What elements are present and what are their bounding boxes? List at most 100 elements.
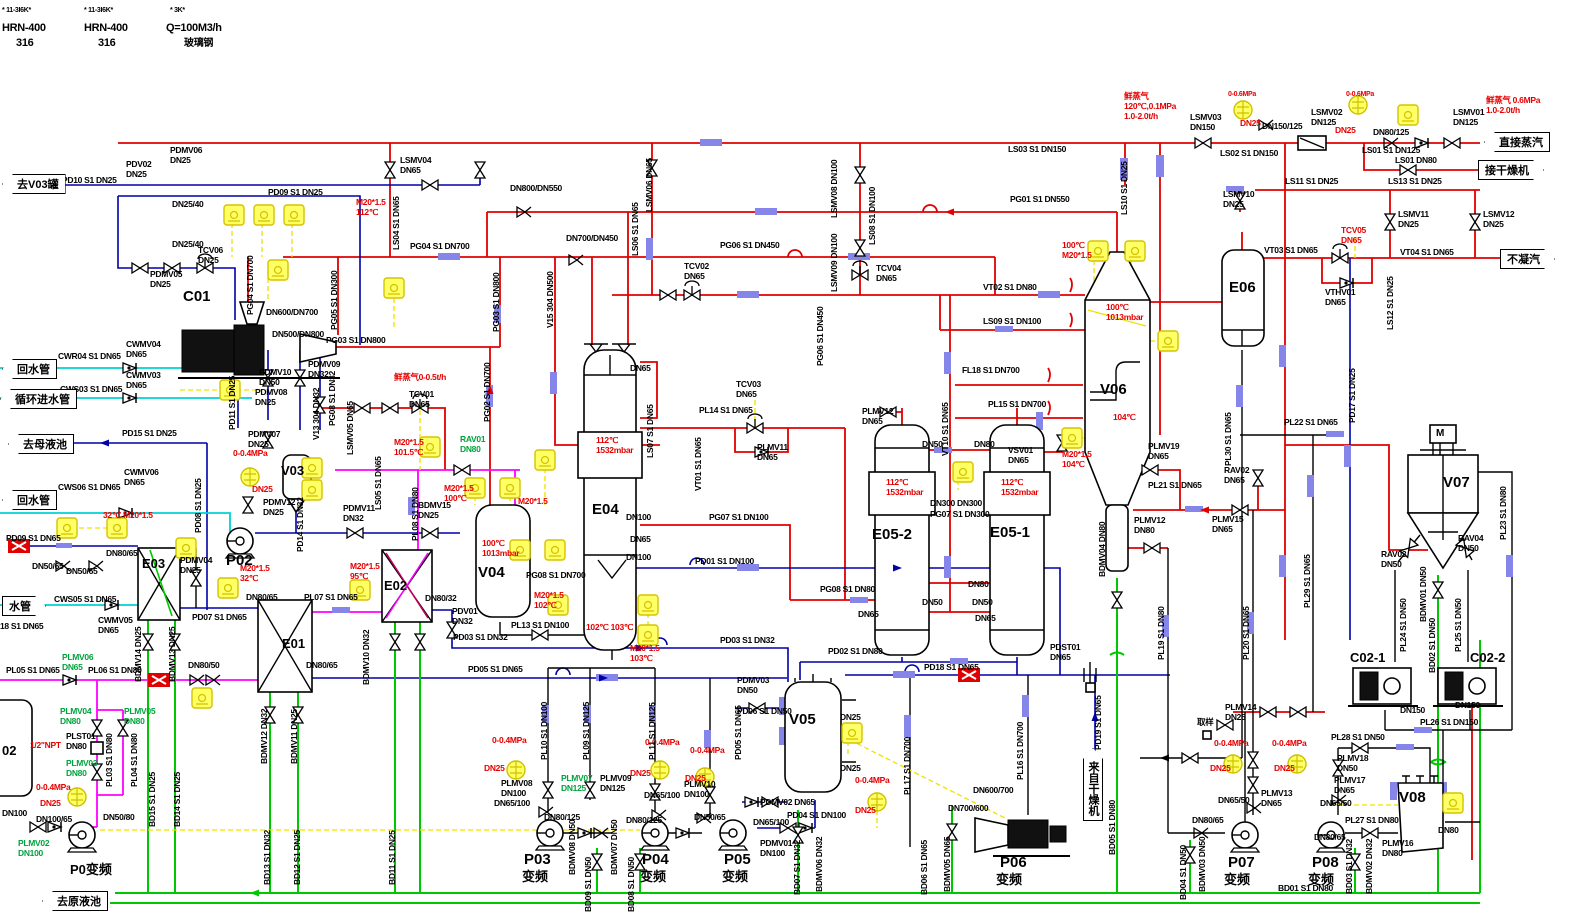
pipe-label: PL11 S1 DN125: [647, 702, 657, 760]
flow-flag: 来自干燥机: [1083, 748, 1103, 821]
pipe-label: 100℃ 1013mbar: [482, 538, 520, 558]
pipe-label: PDMV03 DN50: [737, 675, 770, 695]
pipe-label: M20*1.5 100℃: [444, 483, 474, 503]
pipe-label: DN50/65: [32, 561, 64, 571]
pipe-label: LSMV11 DN25: [1398, 209, 1429, 229]
pipe-label: PL26 S1 DN150: [1420, 717, 1478, 727]
pipe-label: DN65: [630, 534, 651, 544]
pipe-label: LS11 S1 DN25: [1285, 176, 1339, 186]
pipe-label: BDMV01 DN50: [1418, 566, 1428, 622]
pipe-label: 100℃ 1013mbar: [1106, 302, 1144, 322]
pipe-label: PD06 S1 DN50: [737, 706, 792, 716]
pipe-label: PDMV04 DN25: [180, 555, 213, 575]
pipe-label: 0-0.4MPa: [492, 735, 527, 745]
pipe-label: RAV02 DN65: [1224, 465, 1250, 485]
pipe-label: RAV04 DN50: [1458, 533, 1484, 553]
pipe-label: 104℃: [1113, 412, 1136, 422]
pipe-label: DN50/80: [103, 812, 135, 822]
equipment-label: V06: [1100, 381, 1127, 398]
insulation-ticks: [56, 139, 1513, 800]
equipment-label: E06: [1229, 279, 1256, 296]
pipe-label: DN80/50: [188, 660, 220, 670]
pipe-label: * 11-3I6K*: [2, 7, 31, 14]
pipe-label: PDST01 DN65: [1050, 642, 1081, 662]
pipe-label: M20*1.5 102℃: [534, 590, 564, 610]
flow-flag: 接干燥机: [1478, 160, 1544, 180]
equipment-label: 变频: [640, 869, 667, 884]
pipe-label: LS12 S1 DN25: [1385, 276, 1395, 330]
blower-p06: [974, 817, 1070, 857]
pipe-label: PDMV09 DN32: [308, 359, 341, 379]
pipe-label: PL03 S1 DN80: [104, 733, 114, 787]
hopper-v08: [1397, 775, 1444, 853]
pipe-label: VT02 S1 DN80: [983, 282, 1037, 292]
pipe-label: BDMV15 DN25: [418, 500, 451, 520]
pipe-label: DN80/65: [306, 660, 338, 670]
pipe-label: DN80: [968, 579, 989, 589]
pipe-label: PL27 S1 DN80: [1345, 815, 1399, 825]
vessel-v04: [475, 504, 531, 618]
equipment-label: V05: [789, 711, 816, 728]
pipe-label: PLMV12 DN80: [1134, 515, 1166, 535]
pipe-label: * 11-3I6K*: [84, 7, 113, 14]
compressor-c01: [178, 301, 340, 379]
pipe-label: LSMV01 DN125: [1453, 107, 1485, 127]
pipe-label: BD01 S1 DN80: [1278, 883, 1333, 893]
pipe-label: PD18 S1 DN65: [924, 662, 979, 672]
pipe-label: DN80: [1438, 825, 1459, 835]
pipe-label: DN50/65: [66, 566, 98, 576]
pipe-label: BDMV04 DN80: [1097, 521, 1107, 577]
pipe-label: PLMV03 DN80: [66, 758, 98, 778]
pipe-label: M20*1.5 112℃: [356, 197, 386, 217]
pipe-label: PL19 S1 DN80: [1156, 606, 1166, 660]
pipe-label: PD01 S1 DN100: [695, 556, 754, 566]
equipment-label: E02: [384, 578, 408, 593]
pipe-label: TCV06 DN25: [198, 245, 223, 265]
pipe-label: PDMV02 DN65: [760, 797, 815, 807]
pipe-label: PL24 S1 DN50: [1398, 598, 1408, 652]
pipe-label: BDMV05 DN65: [942, 836, 952, 892]
pipe-label: M20*1.5 103℃: [630, 643, 660, 663]
pipe-label: * 3K*: [170, 7, 185, 14]
pipe-label: BDMV07 DN50: [609, 819, 619, 875]
pipe-label: PG08 S1 DN700: [526, 570, 586, 580]
evaporator-e04: [577, 343, 643, 651]
pipe-label: LSMV10 DN25: [1223, 189, 1255, 209]
pipe-label: RAV01 DN80: [460, 434, 486, 454]
pipe-label: PL07 S1 DN65: [304, 592, 358, 602]
pipe-label: DN100: [626, 552, 651, 562]
pipe-label: PL28 S1 DN50: [1331, 732, 1385, 742]
pipe-label: VT04 S1 DN65: [1400, 247, 1454, 257]
equipment-label: V04: [478, 564, 505, 581]
pipe-label: DN65/50: [1218, 795, 1250, 805]
pipe-label: RAV03 DN50: [1381, 549, 1407, 569]
pipe-label: M: [1436, 428, 1445, 439]
pipe-label: 32℃ M20*1.5: [103, 510, 153, 520]
pipe-label: V15 304 DN500: [545, 271, 555, 328]
flow-flag: 去原液池: [42, 891, 108, 911]
pipe-label: DN25/40: [172, 239, 204, 249]
pipe-label: PLMV04 DN80: [60, 706, 92, 726]
pipe-label: PG08 S1 DN80: [820, 584, 875, 594]
pipe-label: DN80/65: [246, 592, 278, 602]
pipe-label: Q=100M3/h: [166, 22, 222, 34]
flow-flag: 直接蒸汽: [1484, 132, 1550, 152]
pipe-label: PD07 S1 DN65: [192, 612, 247, 622]
pipe-label: PLMV11 DN65: [757, 442, 788, 462]
separator-v06: [1084, 251, 1151, 572]
pipe-label: PLMV07 DN125: [561, 773, 593, 793]
pipe-label: PDMV05 DN25: [150, 269, 183, 289]
drain-lines-green: [110, 575, 1481, 904]
pipe-label: LS13 S1 DN25: [1388, 176, 1442, 186]
flow-flag: 循环进水管: [0, 389, 77, 409]
equipment-label: 变频: [722, 869, 749, 884]
pipe-label: DN25: [40, 798, 61, 808]
equipment-label: V03: [281, 463, 305, 478]
pipe-label: 316: [16, 37, 34, 49]
equipment-label: P03: [524, 851, 551, 868]
pipe-label: 鲜蒸气0-0.5t/h: [394, 372, 446, 382]
pipe-label: PD03 S1 DN32: [720, 635, 775, 645]
pipe-label: PL17 S1 DN700: [902, 737, 912, 795]
